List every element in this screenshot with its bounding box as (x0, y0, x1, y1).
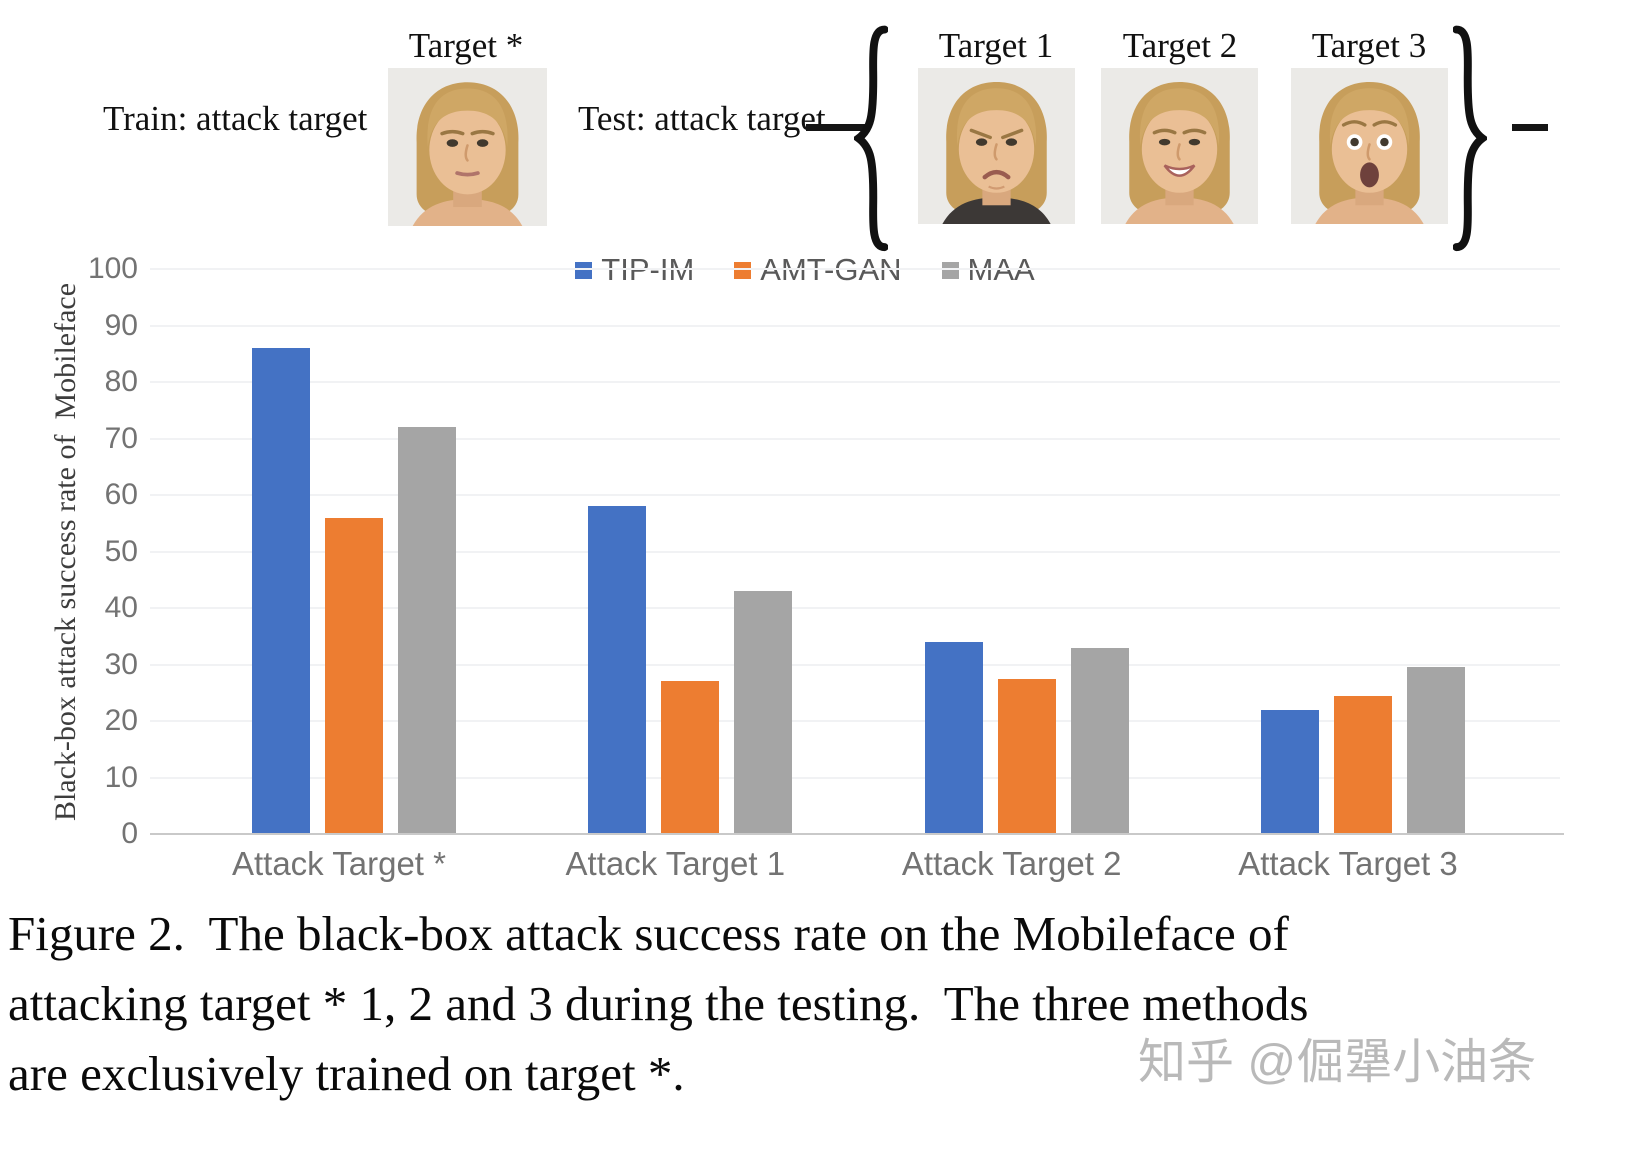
target-3-label: Target 3 (1311, 26, 1427, 65)
y-tick-70: 70 (104, 421, 138, 455)
bar-amt-gan-1 (661, 681, 720, 834)
bar-maa-3 (1407, 667, 1465, 834)
train-label: Train: attack target (103, 99, 368, 138)
x-category-label-3: Attack Target 3 (1238, 845, 1458, 882)
caption-line-1: Figure 2. The black-box attack success r… (8, 906, 1289, 961)
bar-tip-im-0 (252, 348, 310, 834)
bar-tip-im-3 (1261, 709, 1319, 834)
face-image-target-1 (918, 68, 1075, 224)
x-category-label-2: Attack Target 2 (901, 845, 1122, 882)
y-tick-0: 0 (121, 817, 138, 850)
x-axis-line (150, 833, 1564, 835)
y-tick-60: 60 (104, 478, 138, 511)
watermark: 知乎 @倔犟小油条 (1138, 1036, 1537, 1089)
bar-tip-im-1 (588, 506, 647, 834)
gridline-10 (150, 776, 1560, 779)
y-tick-40: 40 (104, 591, 138, 624)
legend-swatch-icon (575, 261, 593, 279)
target-1-label: Target 1 (938, 26, 1054, 65)
face-image-target-star (388, 68, 547, 226)
y-tick-20: 20 (104, 704, 138, 737)
legend-swatch-icon (941, 261, 959, 279)
gridline-60 (150, 494, 1560, 496)
y-tick-100: 100 (87, 252, 138, 285)
gridline-40 (150, 607, 1560, 609)
caption-line-3: are exclusively trained on target *. (8, 1046, 685, 1101)
legend-swatch-icon (734, 261, 752, 279)
bar-amt-gan-3 (1334, 695, 1392, 834)
y-tick-80: 80 (104, 365, 138, 398)
brace-left-tick (806, 124, 866, 131)
x-category-label-1: Attack Target 1 (565, 845, 786, 882)
figure-caption: Figure 2. The black-box attack success r… (8, 899, 1638, 1109)
bar-amt-gan-2 (997, 678, 1056, 834)
bar-maa-0 (398, 427, 456, 834)
y-tick-90: 90 (104, 308, 138, 342)
opening-brace-icon (851, 25, 889, 252)
y-tick-30: 30 (104, 647, 138, 681)
bar-amt-gan-0 (325, 517, 383, 834)
test-label: Test: attack target (578, 99, 826, 138)
gridline-80 (150, 381, 1560, 383)
bar-maa-1 (734, 591, 793, 834)
y-tick-10: 10 (104, 760, 138, 794)
y-tick-50: 50 (104, 534, 138, 568)
gridline-100 (150, 268, 1560, 270)
target-star-label: Target * (408, 26, 524, 65)
gridline-20 (150, 720, 1560, 722)
brace-right-tick (1512, 124, 1548, 131)
gridline-90 (150, 324, 1560, 327)
bar-chart: 0 10 20 30 40 50 60 70 80 90 100 Attack Target * Att… (0, 240, 1644, 900)
face-image-target-3 (1291, 68, 1448, 224)
target-2-label: Target 2 (1122, 26, 1238, 65)
gridline-30 (150, 663, 1560, 666)
closing-brace-icon (1452, 25, 1490, 252)
caption-line-2: attacking target * 1, 2 and 3 during the… (8, 976, 1309, 1031)
bar-maa-2 (1070, 647, 1129, 834)
bar-tip-im-2 (924, 641, 983, 834)
gridline-70 (150, 437, 1560, 440)
gridline-50 (150, 550, 1560, 553)
face-image-target-2 (1101, 68, 1258, 224)
x-category-label-0: Attack Target * (231, 845, 446, 882)
